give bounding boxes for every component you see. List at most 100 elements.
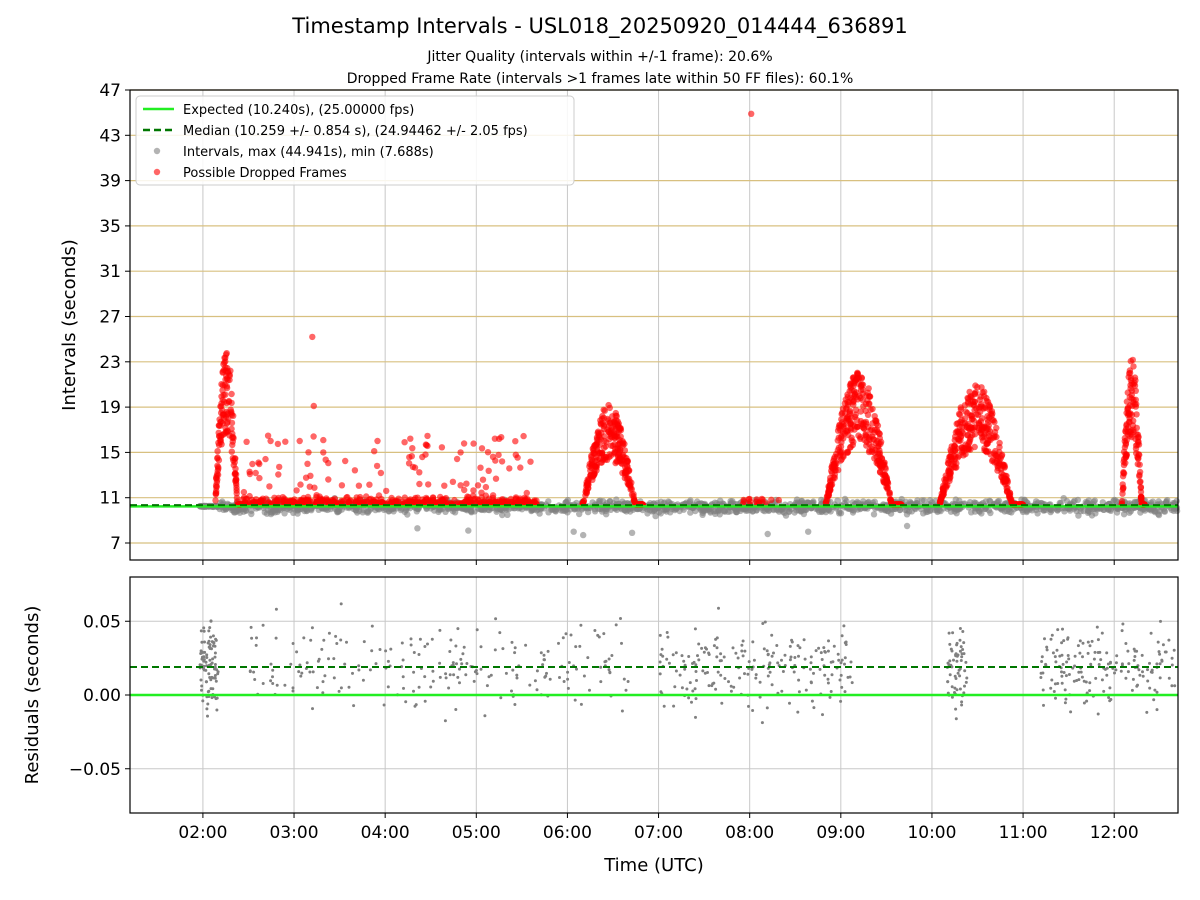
residual-point: [448, 673, 452, 677]
dropped-frame-point: [416, 480, 423, 488]
dropped-frame-point: [1134, 431, 1142, 438]
residual-point: [535, 669, 539, 673]
dropped-frame-point: [298, 497, 306, 504]
residual-point: [1145, 710, 1149, 714]
dropped-frame-point: [351, 467, 359, 474]
residual-point: [212, 641, 216, 645]
residual-point: [370, 624, 374, 628]
residual-point: [715, 655, 719, 659]
legend: Expected (10.240s), (25.00000 fps) Media…: [135, 95, 575, 186]
residual-point: [250, 636, 254, 640]
residual-point: [827, 639, 830, 643]
dropped-frame-point: [485, 495, 493, 502]
residual-point: [1045, 645, 1049, 649]
residual-point: [836, 652, 840, 656]
residual-point: [1092, 657, 1096, 661]
interval-point: [1086, 508, 1093, 516]
residual-point: [210, 647, 213, 651]
residual-point: [953, 686, 957, 690]
dropped-frame-point: [427, 499, 435, 506]
dropped-frame-point: [275, 471, 282, 478]
residual-point: [1066, 637, 1070, 641]
residual-point: [948, 642, 952, 646]
residual-point: [382, 703, 386, 707]
dropped-frame-point: [423, 441, 430, 449]
interval-point: [1126, 509, 1133, 516]
residual-point: [332, 657, 336, 661]
intervals-y-tick-label: 35: [99, 217, 121, 237]
dropped-frame-point: [224, 368, 232, 375]
dropped-frame-point: [322, 498, 329, 506]
dropped-frame-point: [256, 474, 263, 482]
dropped-frame-point: [965, 446, 973, 453]
dropped-frame-point: [304, 460, 311, 467]
residual-point: [261, 682, 265, 685]
dropped-frame-point: [954, 428, 961, 435]
residual-point: [459, 657, 463, 661]
residual-point: [352, 704, 356, 708]
residual-point: [501, 647, 505, 651]
residual-point: [211, 687, 215, 691]
interval-point: [1110, 497, 1117, 505]
interval-point: [570, 528, 577, 535]
residual-point: [828, 695, 832, 699]
dropped-frame-point: [986, 401, 993, 409]
residual-point: [1096, 638, 1100, 642]
residual-point: [315, 686, 319, 690]
residual-point: [544, 674, 548, 678]
dropped-frame-point: [307, 472, 314, 479]
interval-point: [1042, 506, 1049, 514]
residual-point: [714, 687, 718, 691]
residual-point: [696, 654, 699, 658]
residual-point: [961, 648, 965, 651]
residual-point: [438, 628, 442, 632]
dropped-frame-point: [276, 463, 283, 471]
residual-point: [412, 651, 416, 654]
dropped-frame-point: [232, 475, 240, 483]
residual-point: [1141, 670, 1144, 674]
residual-point: [1105, 651, 1109, 655]
residual-point: [952, 658, 955, 662]
residual-point: [1067, 673, 1071, 676]
residual-point: [954, 677, 958, 680]
residual-point: [693, 627, 697, 631]
residual-point: [1088, 689, 1092, 693]
residual-point: [475, 628, 479, 632]
dropped-frame-point: [964, 398, 972, 405]
interval-point: [818, 496, 825, 504]
residual-point: [327, 657, 330, 661]
residual-point: [309, 638, 313, 642]
interval-point: [294, 507, 301, 514]
interval-point: [987, 509, 994, 517]
residual-point: [401, 675, 405, 679]
residual-point: [423, 675, 427, 679]
residual-point: [1095, 625, 1099, 629]
dropped-frame-point: [1126, 393, 1134, 401]
interval-point: [497, 506, 504, 513]
dropped-frame-point: [839, 405, 847, 412]
dropped-frame-point: [615, 428, 622, 435]
residual-point: [683, 667, 687, 671]
residual-point: [511, 668, 515, 672]
residual-point: [1158, 662, 1162, 666]
residual-point: [678, 673, 682, 677]
dropped-frame-point: [1122, 425, 1130, 433]
residual-point: [826, 681, 830, 685]
dropped-frame-point: [1138, 497, 1145, 504]
interval-point: [827, 508, 834, 515]
residual-point: [1126, 670, 1130, 674]
dropped-frame-point: [220, 391, 227, 399]
residual-point: [962, 691, 966, 695]
residual-point: [626, 680, 630, 683]
residual-point: [451, 661, 455, 665]
residual-point: [255, 636, 258, 640]
dropped-frame-point: [964, 409, 971, 417]
dropped-frame-point: [315, 498, 322, 505]
residual-point: [1063, 701, 1067, 705]
dropped-frame-point: [844, 393, 851, 401]
dropped-frame-point: [1137, 483, 1145, 491]
residual-point: [1064, 674, 1068, 678]
dropped-frame-point: [976, 396, 984, 403]
residual-point: [214, 679, 218, 683]
residual-point: [1041, 688, 1045, 692]
